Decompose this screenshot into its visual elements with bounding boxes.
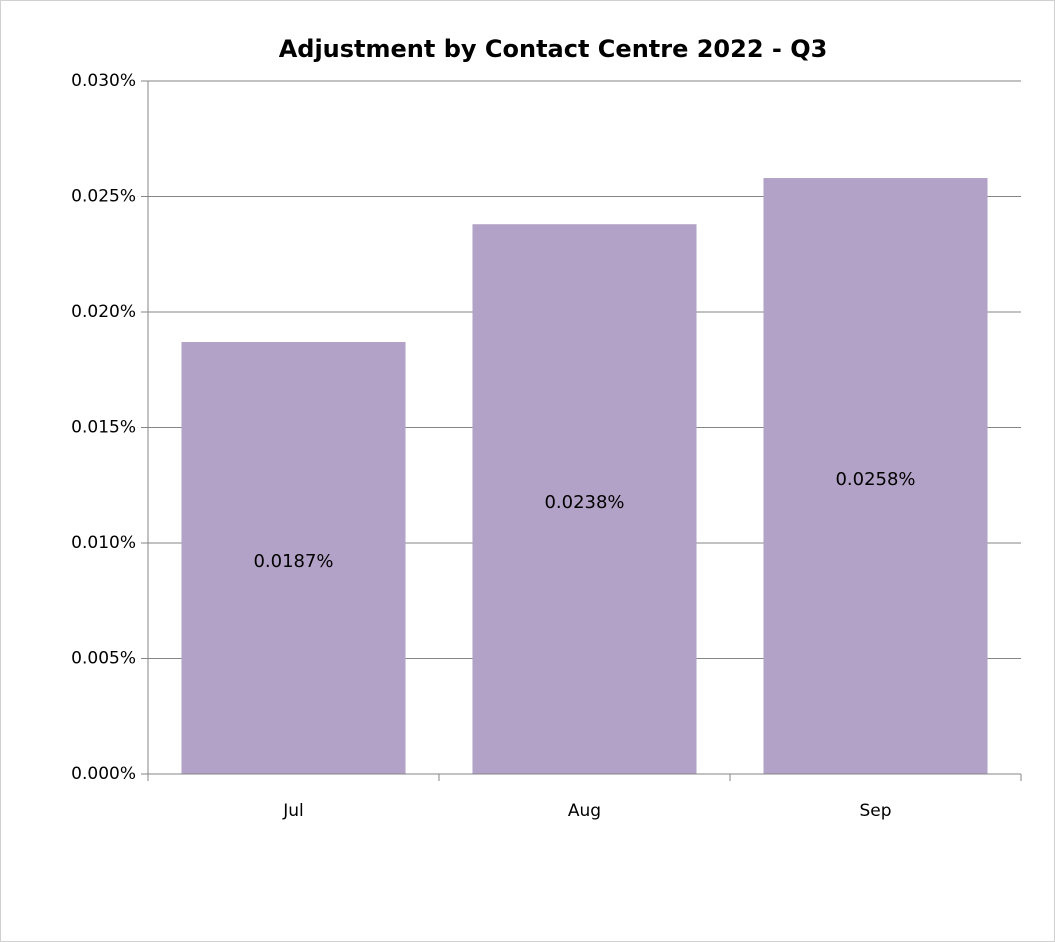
bar bbox=[472, 224, 697, 775]
bar bbox=[181, 342, 406, 774]
x-tick-label: Jul bbox=[282, 801, 304, 821]
y-tick-label: 0.000% bbox=[71, 764, 136, 784]
x-tick-label: Aug bbox=[568, 801, 601, 821]
value-label: 0.0258% bbox=[835, 469, 915, 490]
bar bbox=[763, 178, 988, 774]
value-label: 0.0238% bbox=[544, 492, 624, 513]
y-tick-label: 0.015% bbox=[71, 418, 136, 438]
y-tick-label: 0.020% bbox=[71, 302, 136, 322]
y-tick-label: 0.010% bbox=[71, 533, 136, 553]
y-tick-label: 0.025% bbox=[71, 187, 136, 207]
y-tick-label: 0.030% bbox=[71, 71, 136, 91]
x-tick-label: Sep bbox=[859, 801, 891, 821]
chart-title: Adjustment by Contact Centre 2022 - Q3 bbox=[279, 35, 828, 63]
value-label: 0.0187% bbox=[253, 551, 333, 572]
y-tick-label: 0.005% bbox=[71, 649, 136, 669]
